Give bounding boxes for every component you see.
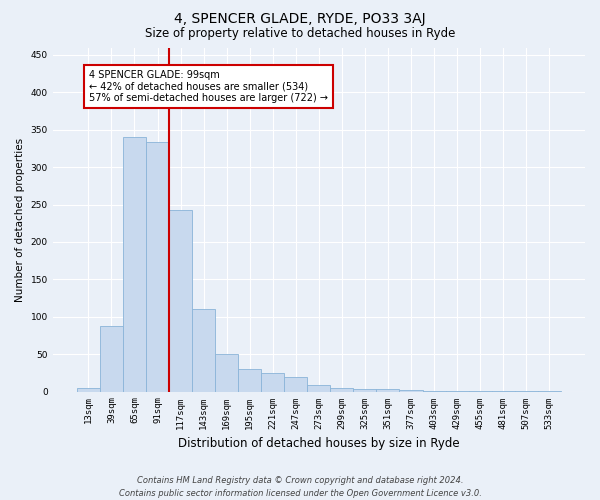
Text: 4 SPENCER GLADE: 99sqm
← 42% of detached houses are smaller (534)
57% of semi-de: 4 SPENCER GLADE: 99sqm ← 42% of detached… [89, 70, 328, 103]
Bar [192, 310, 215, 392]
Text: Contains HM Land Registry data © Crown copyright and database right 2024.
Contai: Contains HM Land Registry data © Crown c… [119, 476, 481, 498]
Text: 4, SPENCER GLADE, RYDE, PO33 3AJ: 4, SPENCER GLADE, RYDE, PO33 3AJ [174, 12, 426, 26]
Bar [446, 391, 469, 392]
Bar [261, 373, 284, 392]
Bar [353, 388, 376, 392]
Bar [100, 326, 123, 392]
Bar [169, 210, 192, 392]
Bar [284, 376, 307, 392]
Text: Size of property relative to detached houses in Ryde: Size of property relative to detached ho… [145, 28, 455, 40]
Y-axis label: Number of detached properties: Number of detached properties [15, 138, 25, 302]
Bar [376, 390, 400, 392]
Bar [331, 388, 353, 392]
Bar [400, 390, 422, 392]
Bar [77, 388, 100, 392]
Bar [146, 142, 169, 392]
X-axis label: Distribution of detached houses by size in Ryde: Distribution of detached houses by size … [178, 437, 460, 450]
Bar [422, 391, 446, 392]
Bar [238, 369, 261, 392]
Bar [307, 385, 331, 392]
Bar [123, 138, 146, 392]
Bar [215, 354, 238, 392]
